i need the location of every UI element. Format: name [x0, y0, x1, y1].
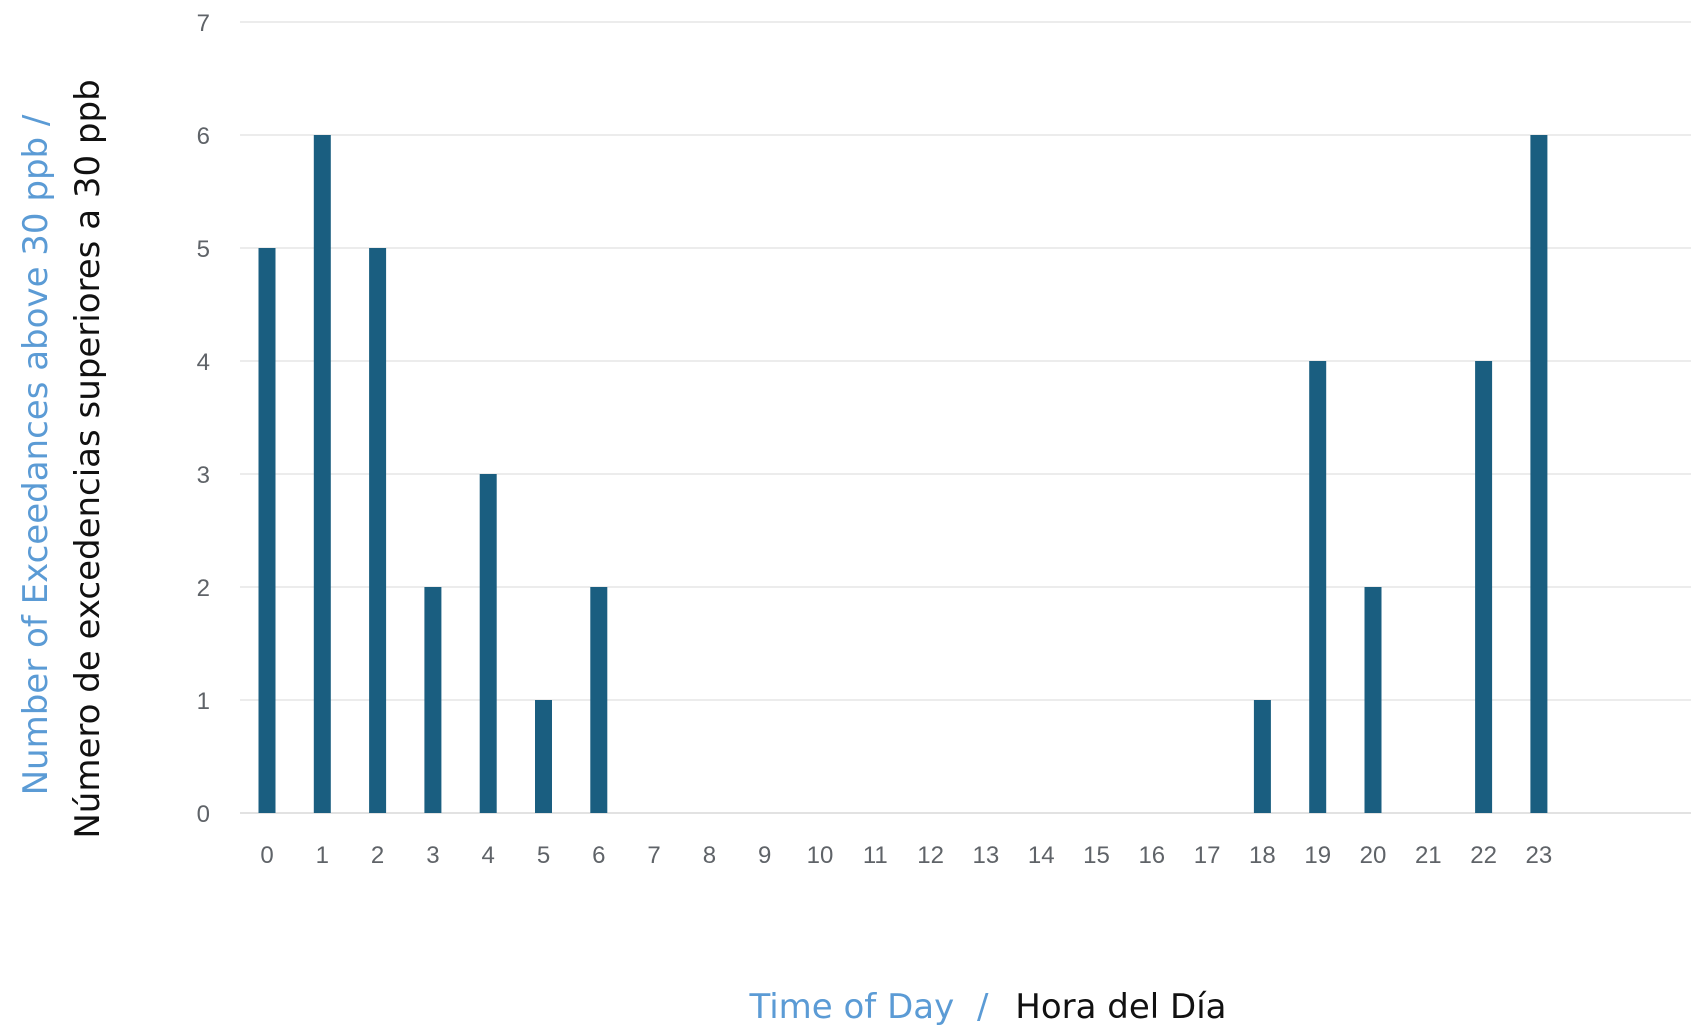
x-tick-labels: 0 1 2 3 4 5 6 7 8 9 10 11 12 13 14 15 16 17 18 19 20 21 22 23 — [260, 842, 1552, 869]
x-tick-label: 5 — [537, 842, 550, 869]
bars — [258, 135, 1548, 813]
x-tick-label: 2 — [371, 842, 384, 869]
y-tick-label: 2 — [197, 575, 210, 602]
x-tick-label: 17 — [1194, 842, 1221, 869]
x-axis-title-separator: / — [977, 987, 989, 1027]
y-tick-label: 3 — [197, 462, 210, 489]
x-tick-label: 10 — [807, 842, 834, 869]
bar-hour-0 — [258, 248, 276, 813]
bar-hour-18 — [1253, 700, 1271, 813]
x-axis-title-english: Time of Day — [748, 987, 954, 1027]
y-tick-label: 4 — [197, 349, 210, 376]
x-tick-label: 11 — [863, 842, 888, 869]
x-tick-label: 6 — [592, 842, 605, 869]
x-tick-label: 14 — [1028, 842, 1055, 869]
x-tick-label: 12 — [917, 842, 944, 869]
x-axis-title-spanish: Hora del Día — [1015, 987, 1226, 1027]
gridlines — [240, 21, 1691, 814]
y-axis-title-english: Number of Exceedances above 30 ppb / — [16, 114, 56, 795]
bar-hour-3 — [424, 587, 442, 813]
bar-hour-2 — [369, 248, 387, 813]
x-tick-label: 0 — [260, 842, 273, 869]
y-tick-label: 1 — [197, 688, 210, 715]
x-tick-label: 13 — [973, 842, 1000, 869]
y-tick-label: 5 — [197, 236, 210, 263]
x-tick-label: 3 — [426, 842, 439, 869]
bar-hour-4 — [479, 474, 497, 813]
x-tick-label: 1 — [316, 842, 329, 869]
y-tick-label: 7 — [197, 10, 210, 37]
x-tick-label: 7 — [647, 842, 660, 869]
x-tick-label: 4 — [482, 842, 495, 869]
y-tick-labels: 0 1 2 3 4 5 6 7 — [197, 10, 210, 828]
bar-hour-1 — [313, 135, 331, 813]
x-tick-label: 19 — [1304, 842, 1331, 869]
bar-hour-22 — [1475, 361, 1493, 813]
x-tick-label: 9 — [758, 842, 771, 869]
bar-hour-6 — [590, 587, 608, 813]
x-tick-label: 16 — [1138, 842, 1165, 869]
x-tick-label: 18 — [1249, 842, 1276, 869]
x-tick-label: 21 — [1415, 842, 1442, 869]
x-tick-label: 15 — [1083, 842, 1110, 869]
bar-hour-20 — [1364, 587, 1382, 813]
x-tick-label: 8 — [703, 842, 716, 869]
y-tick-label: 0 — [197, 801, 210, 828]
x-tick-label: 23 — [1526, 842, 1553, 869]
x-tick-label: 20 — [1360, 842, 1387, 869]
bar-hour-5 — [535, 700, 552, 813]
y-axis-title-spanish: Número de excedencias superiores a 30 pp… — [68, 79, 108, 838]
x-axis-title: Time of Day / Hora del Día — [748, 987, 1226, 1027]
bar-hour-23 — [1530, 135, 1548, 813]
y-tick-label: 6 — [197, 123, 210, 150]
x-tick-label: 22 — [1470, 842, 1497, 869]
bar-hour-19 — [1309, 361, 1327, 813]
